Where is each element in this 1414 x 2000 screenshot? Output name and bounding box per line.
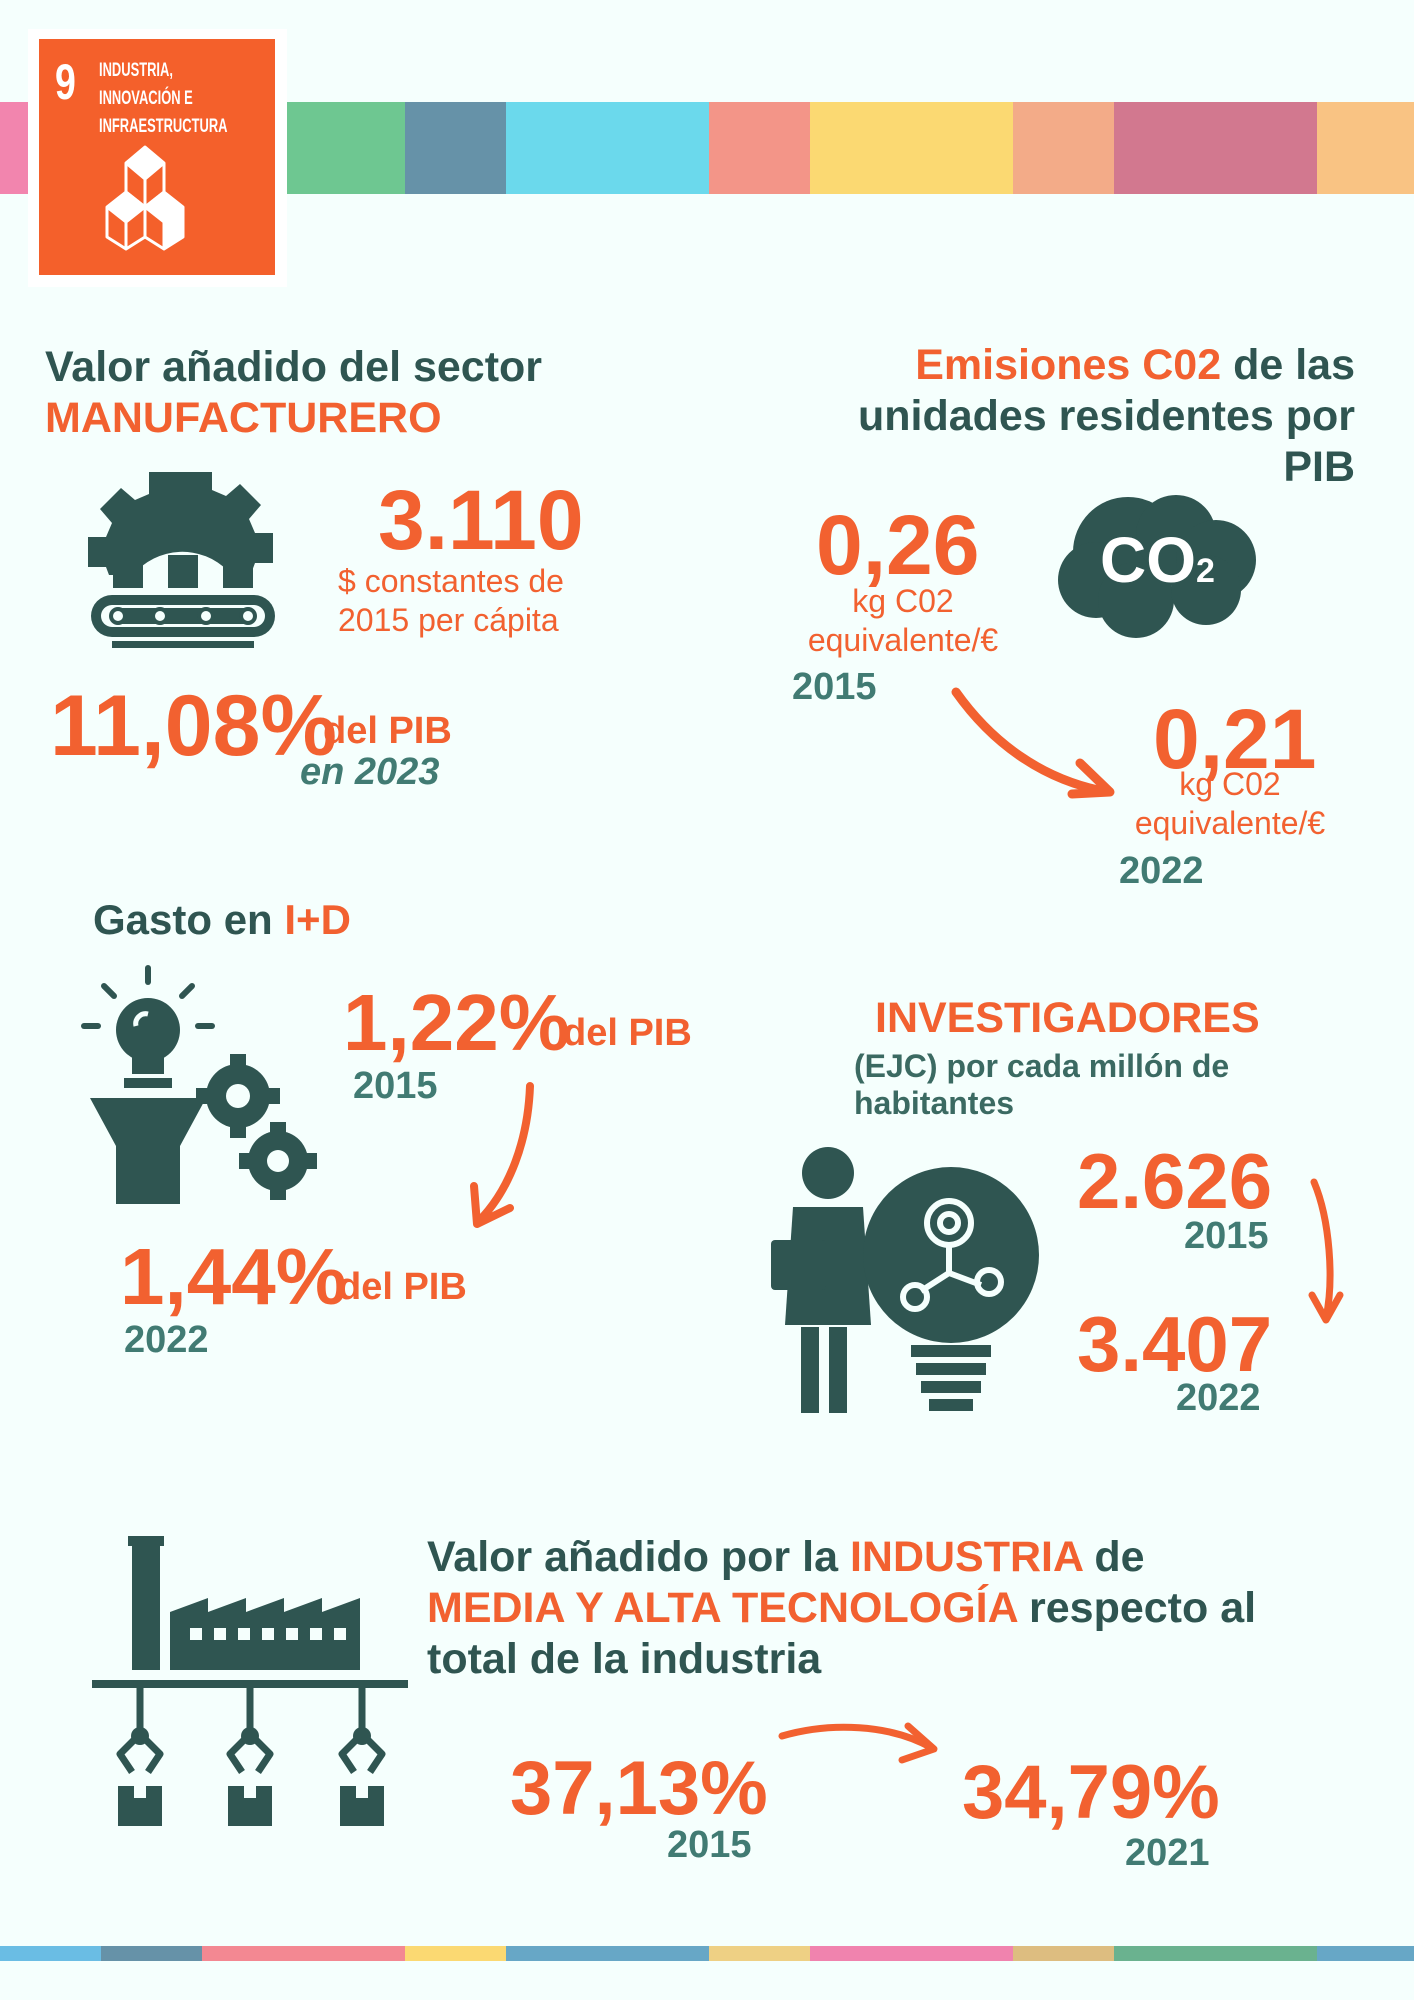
researchers-2015-year: 2015 <box>1184 1215 1269 1257</box>
rd-title: Gasto en I+D <box>93 896 351 943</box>
emissions-2015-unit: kg C02 equivalente/€ <box>807 583 999 658</box>
color-segment <box>405 1946 506 1961</box>
color-segment <box>1114 1946 1317 1961</box>
hightech-2021-year: 2021 <box>1125 1832 1210 1874</box>
rd-2022-value: 1,44% <box>120 1232 347 1321</box>
stacked-cubes-icon <box>105 145 185 251</box>
sdg-badge: 9 INDUSTRIA, INNOVACIÓN E INFRAESTRUCTUR… <box>28 29 287 287</box>
color-segment <box>101 1946 202 1961</box>
researchers-subtitle: (EJC) por cada millón de habitantes <box>854 1048 1230 1121</box>
rd-2015-value: 1,22% <box>343 978 570 1067</box>
co2-cloud-icon <box>1058 495 1256 638</box>
hightech-2015-year: 2015 <box>667 1824 752 1866</box>
manufacturing-share: 11,08% <box>50 678 337 774</box>
color-segment <box>1013 102 1114 194</box>
color-segment <box>810 1946 1013 1961</box>
emissions-title: Emisiones C02 de las unidades residentes… <box>857 341 1355 491</box>
researchers-2015-value: 2.626 <box>1077 1137 1273 1225</box>
color-segment <box>1013 1946 1114 1961</box>
manufacturing-share-year: en 2023 <box>300 751 440 793</box>
emissions-2015-year: 2015 <box>792 666 877 708</box>
color-segment <box>0 1946 101 1961</box>
co2-label: CO2 <box>1100 524 1215 596</box>
color-segment <box>1317 102 1414 194</box>
badge-title: INDUSTRIA, INNOVACIÓN E INFRAESTRUCTURA <box>99 60 228 137</box>
badge-number: 9 <box>55 54 76 110</box>
hightech-title: Valor añadido por la INDUSTRIA de MEDIA … <box>427 1533 1257 1683</box>
rd-2015-suffix: del PIB <box>563 1012 692 1054</box>
researchers-2022-year: 2022 <box>1176 1377 1261 1419</box>
color-segment <box>810 102 1013 194</box>
emissions-2022-unit: kg C02 equivalente/€ <box>1134 766 1326 841</box>
manufacturing-share-suffix: del PIB <box>323 710 452 752</box>
color-segment <box>0 102 28 194</box>
color-segment <box>506 102 709 194</box>
emissions-2022-year: 2022 <box>1119 850 1204 892</box>
emissions-2015-value: 0,26 <box>816 498 980 592</box>
color-segment <box>405 102 506 194</box>
color-segment <box>709 1946 810 1961</box>
researchers-title: INVESTIGADORES <box>875 994 1260 1042</box>
scientist-lightbulb-icon <box>771 1147 1039 1413</box>
rd-2015-year: 2015 <box>353 1065 438 1107</box>
color-segment <box>287 102 405 194</box>
rd-2022-suffix: del PIB <box>338 1266 467 1308</box>
emissions-2022-value: 0,21 <box>1153 692 1317 786</box>
factory-robot-arms-icon <box>92 1536 408 1826</box>
researchers-2022-value: 3.407 <box>1077 1300 1273 1388</box>
increase-arrow-icon <box>1308 1178 1344 1324</box>
manufacturing-value: 3.110 <box>378 473 584 567</box>
change-arrow-icon <box>778 1722 938 1764</box>
hightech-2021-value: 34,79% <box>962 1750 1220 1835</box>
color-segment <box>1317 1946 1414 1961</box>
conveyor-gear-icon <box>88 472 275 648</box>
increase-arrow-icon <box>470 1082 534 1228</box>
hightech-2015-value: 37,13% <box>510 1746 768 1831</box>
color-segment <box>1114 102 1317 194</box>
color-segment <box>709 102 810 194</box>
decrease-arrow-icon <box>951 687 1115 799</box>
manufacturing-title: Valor añadido del sector MANUFACTURERO <box>45 343 543 442</box>
manufacturing-unit: $ constantes de 2015 per cápita <box>338 563 564 638</box>
color-segment <box>202 1946 405 1961</box>
rd-2022-year: 2022 <box>124 1319 209 1361</box>
color-segment <box>506 1946 709 1961</box>
lightbulb-gears-icon <box>81 965 317 1204</box>
